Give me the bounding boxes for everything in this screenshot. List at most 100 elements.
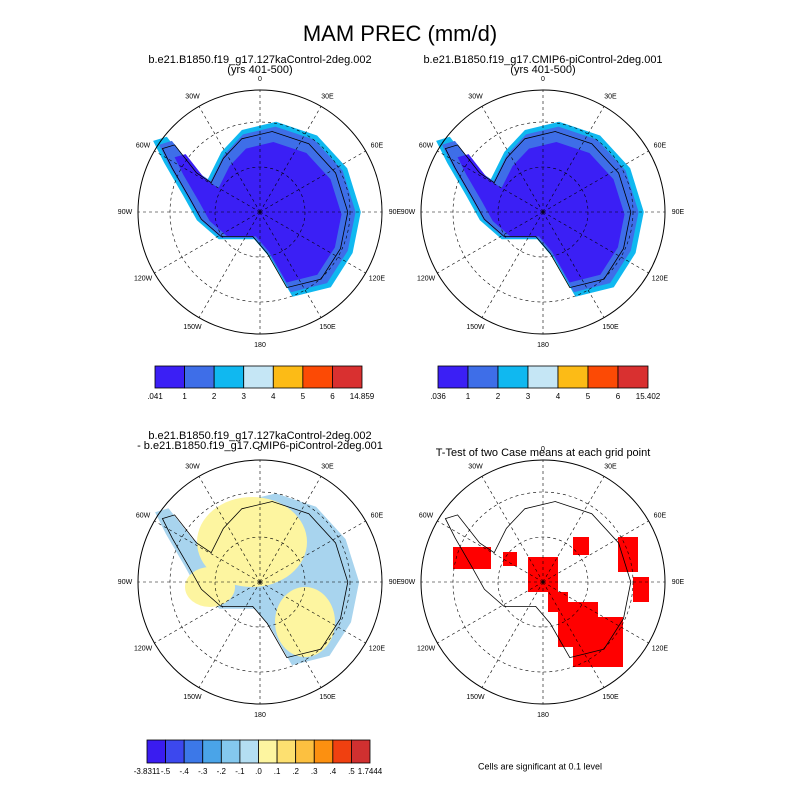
longitude-label: 60E — [371, 142, 384, 149]
meridian — [259, 211, 366, 274]
longitude-label: 180 — [537, 342, 549, 349]
coastline — [444, 131, 632, 289]
map-border — [137, 89, 383, 335]
longitude-label: 120W — [417, 645, 436, 652]
meridian — [481, 476, 544, 583]
diff-field — [197, 497, 307, 587]
longitude-label: 30W — [468, 94, 483, 101]
meridian — [154, 520, 261, 583]
meridian — [198, 106, 261, 213]
panel-title: b.e21.B1850.f19_g17.127kaControl-2deg.00… — [148, 54, 371, 66]
panel-title: T-Test of two Case means at each grid po… — [436, 447, 651, 459]
colorbar-label: 14.859 — [350, 392, 375, 401]
meridian — [154, 211, 261, 274]
panel-title: (yrs 401-500) — [510, 64, 575, 76]
meridian — [259, 106, 322, 213]
longitude-label: 120E — [652, 645, 669, 652]
colorbar-box — [220, 739, 241, 764]
longitude-label: 60E — [654, 512, 667, 519]
longitude-label: 150E — [319, 324, 336, 331]
longitude-label: 0 — [258, 446, 262, 453]
longitude-label: 60E — [654, 142, 667, 149]
colorbar-box — [497, 365, 529, 389]
meridian — [198, 211, 261, 318]
colorbar-label: .036 — [430, 392, 446, 401]
colorbar-box — [146, 739, 166, 764]
colorbar-box — [332, 739, 352, 764]
panel-title: b.e21.B1850.f19_g17.127kaControl-2deg.00… — [148, 430, 371, 442]
colorbar-label: 5 — [586, 392, 591, 401]
meridian — [259, 211, 322, 318]
longitude-label: 90E — [389, 579, 402, 586]
coastline — [161, 501, 349, 659]
colorbar-box — [165, 739, 185, 764]
meridian — [259, 520, 366, 583]
colorbar-label: 3 — [526, 392, 531, 401]
colorbar-box — [258, 739, 278, 764]
meridian — [198, 581, 261, 688]
colorbar-box — [351, 739, 371, 764]
longitude-label: 0 — [541, 446, 545, 453]
significant-cells — [633, 577, 649, 602]
colorbar-label: 3 — [241, 392, 246, 401]
longitude-label: 180 — [254, 342, 266, 349]
longitude-label: 150W — [183, 324, 202, 331]
colorbar-label: 1 — [466, 392, 471, 401]
longitude-label: 60E — [371, 512, 384, 519]
colorbar-box — [527, 365, 559, 389]
panel-title: b.e21.B1850.f19_g17.CMIP6-piControl-2deg… — [423, 54, 662, 66]
map-border — [137, 459, 383, 705]
meridian — [437, 581, 544, 644]
colorbar-box — [272, 365, 304, 389]
colorbar-label: 15.402 — [636, 392, 661, 401]
coastline — [444, 501, 632, 659]
meridian — [542, 211, 649, 274]
longitude-label: 90W — [401, 209, 416, 216]
longitude-label: 90W — [401, 579, 416, 586]
colorbar-box — [332, 365, 363, 389]
colorbar-label: -.3 — [198, 767, 208, 776]
meridian — [437, 150, 544, 213]
colorbar-label: .041 — [147, 392, 163, 401]
longitude-label: 150E — [319, 694, 336, 701]
colorbar-label: -.1 — [235, 767, 245, 776]
colorbar-label: -.5 — [161, 767, 171, 776]
longitude-label: 30E — [604, 94, 617, 101]
panel-title: - b.e21.B1850.f19_g17.CMIP6-piControl-2d… — [137, 440, 383, 452]
map-border — [420, 459, 666, 705]
longitude-label: 30W — [185, 464, 200, 471]
longitude-label: 90W — [118, 209, 133, 216]
longitude-label: 180 — [254, 712, 266, 719]
meridian — [481, 211, 544, 318]
longitude-label: 120E — [369, 645, 386, 652]
meridian — [198, 476, 261, 583]
meridian — [259, 581, 322, 688]
colorbar-box — [313, 739, 334, 764]
colorbar-box — [183, 739, 204, 764]
figure-title: MAM PREC (mm/d) — [303, 21, 497, 46]
longitude-label: 30E — [321, 94, 334, 101]
longitude-label: 90E — [389, 209, 402, 216]
meridian — [481, 106, 544, 213]
longitude-label: 0 — [541, 76, 545, 83]
colorbar-box — [239, 739, 259, 764]
longitude-label: 60W — [136, 512, 151, 519]
colorbar-label: 1 — [182, 392, 187, 401]
colorbar-label: .4 — [329, 767, 336, 776]
significant-cells — [453, 547, 491, 569]
colorbar-label: .0 — [255, 767, 262, 776]
colorbar-label: 4 — [271, 392, 276, 401]
longitude-label: 120W — [134, 275, 153, 282]
longitude-label: 90E — [672, 579, 685, 586]
longitude-label: 150W — [183, 694, 202, 701]
footnote: Cells are significant at 0.1 level — [478, 761, 602, 771]
meridian — [437, 520, 544, 583]
colorbar-label: -.2 — [217, 767, 227, 776]
colorbar-box — [184, 365, 215, 389]
longitude-label: 150W — [466, 694, 485, 701]
meridian — [542, 211, 605, 318]
colorbar-label: 5 — [301, 392, 306, 401]
colorbar-label: .3 — [311, 767, 318, 776]
